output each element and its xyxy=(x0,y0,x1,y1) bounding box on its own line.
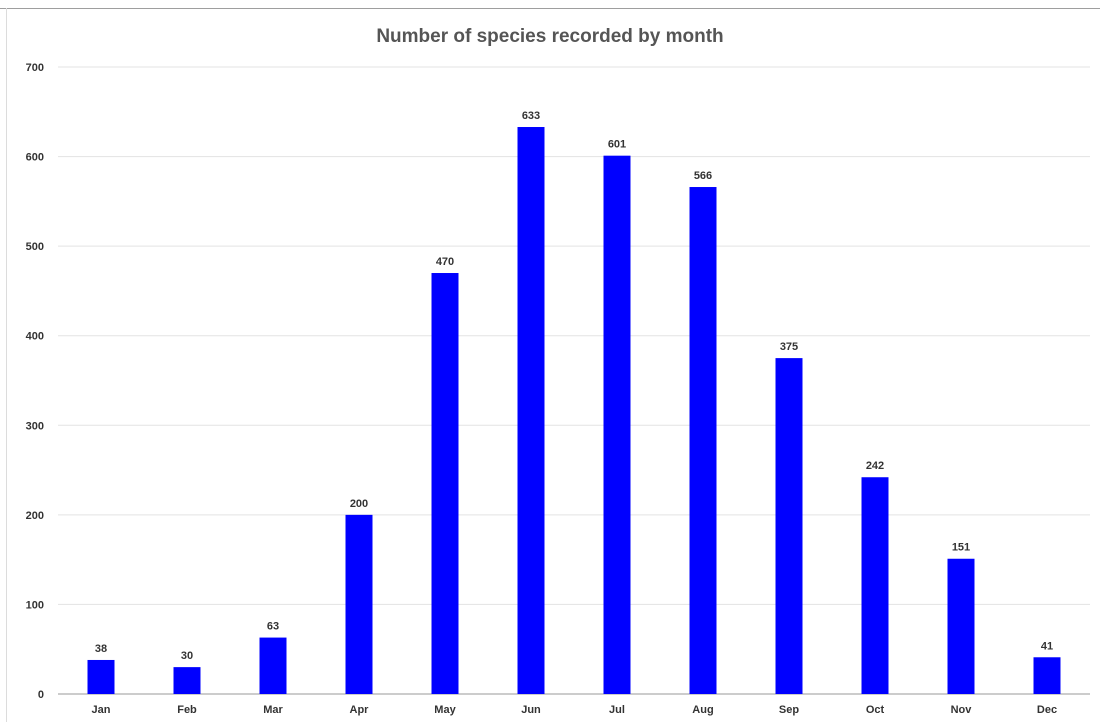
bar-jul xyxy=(603,155,631,694)
x-tick-label-apr: Apr xyxy=(350,704,370,716)
x-tick-label-aug: Aug xyxy=(692,704,713,716)
y-tick-label: 600 xyxy=(26,152,44,164)
bar-nov xyxy=(947,558,975,694)
y-tick-label: 400 xyxy=(26,331,44,343)
bar-jan xyxy=(87,659,115,694)
bars xyxy=(87,127,1061,695)
bar-sep xyxy=(775,358,803,694)
bar-apr xyxy=(345,514,373,694)
left-border xyxy=(6,8,7,722)
data-label-oct: 242 xyxy=(866,460,884,472)
data-label-jun: 633 xyxy=(522,110,540,122)
y-tick-label: 200 xyxy=(26,510,44,522)
bar-may xyxy=(431,273,459,694)
data-labels: 38 30 63 200 470 633 601 566 375 242 151 41 xyxy=(95,110,1053,662)
x-tick-label-jul: Jul xyxy=(609,704,625,716)
bar-jun xyxy=(517,127,545,694)
y-tick-label: 500 xyxy=(26,241,44,253)
bar-oct xyxy=(861,477,889,694)
data-label-may: 470 xyxy=(436,256,454,268)
y-tick-label: 300 xyxy=(26,420,44,432)
bar-feb xyxy=(173,667,201,694)
chart-title: Number of species recorded by month xyxy=(376,26,724,47)
top-border xyxy=(0,8,1100,9)
x-axis-ticks: Jan Feb Mar Apr May Jun Jul Aug Sep Oct Nov Dec xyxy=(92,704,1058,716)
x-tick-label-sep: Sep xyxy=(779,704,799,716)
data-label-sep: 375 xyxy=(780,341,798,353)
x-tick-label-jan: Jan xyxy=(92,704,111,716)
bar-dec xyxy=(1033,657,1061,694)
x-tick-label-dec: Dec xyxy=(1037,704,1057,716)
x-tick-label-may: May xyxy=(434,704,456,716)
y-tick-label: 0 xyxy=(38,689,44,701)
y-axis-ticks: 0 100 200 300 400 500 600 700 xyxy=(26,62,44,701)
x-tick-label-mar: Mar xyxy=(263,704,283,716)
bar-mar xyxy=(259,637,287,694)
x-tick-label-oct: Oct xyxy=(866,704,885,716)
data-label-jul: 601 xyxy=(608,139,626,151)
x-tick-label-jun: Jun xyxy=(521,704,541,716)
data-label-dec: 41 xyxy=(1041,640,1053,652)
data-label-jan: 38 xyxy=(95,643,107,655)
bar-aug xyxy=(689,187,717,695)
data-label-aug: 566 xyxy=(694,170,712,182)
gridlines xyxy=(58,66,1090,695)
x-tick-label-feb: Feb xyxy=(177,704,197,716)
data-label-feb: 30 xyxy=(181,650,193,662)
data-label-mar: 63 xyxy=(267,621,279,633)
data-label-apr: 200 xyxy=(350,498,368,510)
data-label-nov: 151 xyxy=(952,542,970,554)
y-tick-label: 100 xyxy=(26,599,44,611)
y-tick-label: 700 xyxy=(26,62,44,74)
x-tick-label-nov: Nov xyxy=(951,704,973,716)
